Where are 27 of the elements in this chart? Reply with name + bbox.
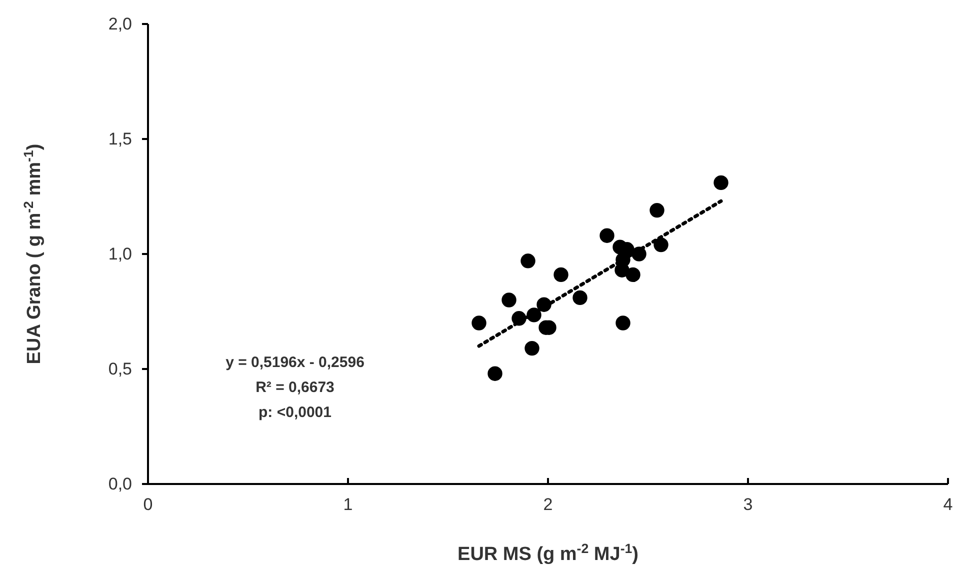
point	[626, 267, 640, 282]
point	[650, 202, 664, 218]
y-tick-label: 1,5	[108, 129, 132, 148]
y-tick-label: 0,5	[108, 359, 132, 378]
x-tick-label: 4	[943, 495, 953, 514]
x-tick-label: 2	[543, 495, 553, 514]
point	[472, 316, 486, 330]
y-tick-label: 0,0	[108, 474, 132, 494]
point	[714, 175, 728, 190]
point	[616, 316, 630, 330]
point	[554, 267, 568, 282]
point	[524, 340, 540, 356]
x-tick-label: 0	[143, 495, 153, 514]
point	[502, 292, 516, 308]
x-tick-label: 3	[743, 495, 753, 514]
y-tick-label: 1,0	[108, 244, 132, 264]
annotation: y = 0,5196x - 0,2596	[226, 354, 364, 371]
annotation: p: <0,0001	[258, 404, 332, 421]
point	[488, 366, 502, 381]
annotation: R² = 0,6673	[256, 379, 334, 396]
y-tick-label: 2,0	[108, 14, 132, 34]
point	[654, 237, 668, 252]
x-tick-label: 1	[343, 495, 353, 514]
point	[520, 254, 536, 268]
point	[572, 290, 588, 306]
x-axis-title: EUR MS (g m$^{-2}$ MJ$^{-1}$)	[458, 540, 638, 565]
point	[600, 228, 614, 243]
